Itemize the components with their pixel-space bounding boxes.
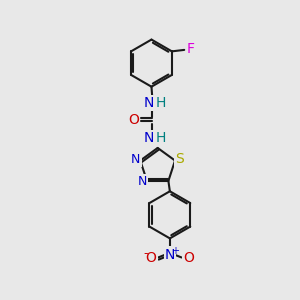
- Text: +: +: [171, 246, 179, 256]
- Text: N: N: [131, 154, 141, 166]
- Text: F: F: [187, 42, 195, 56]
- Text: H: H: [155, 131, 166, 145]
- Text: N: N: [143, 131, 154, 145]
- Text: N: N: [138, 175, 147, 188]
- Text: O: O: [128, 113, 139, 127]
- Text: N: N: [143, 96, 154, 110]
- Text: O: O: [146, 251, 157, 265]
- Text: -: -: [143, 247, 148, 260]
- Text: S: S: [175, 152, 184, 166]
- Text: H: H: [155, 96, 166, 110]
- Text: O: O: [183, 251, 194, 265]
- Text: N: N: [165, 248, 175, 262]
